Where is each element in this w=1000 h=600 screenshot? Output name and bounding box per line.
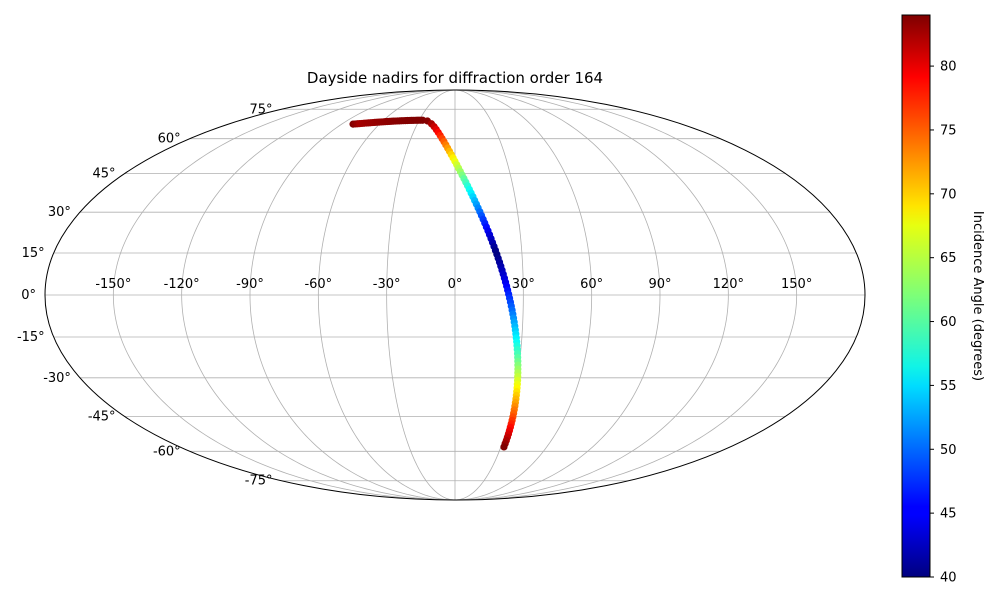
x-tick-label: -90° xyxy=(236,277,264,292)
y-tick-label: -60° xyxy=(153,444,181,459)
colorbar-tick-label: 75 xyxy=(940,123,957,138)
y-tick-label: 60° xyxy=(158,132,181,147)
colorbar-tick-label: 70 xyxy=(940,187,957,202)
x-tick-label: 30° xyxy=(512,277,535,292)
x-tick-label: -150° xyxy=(95,277,131,292)
colorbar-ticks: 40 45 50 55 60 65 70 75 80 xyxy=(930,60,957,586)
colorbar-tick-label: 45 xyxy=(940,507,957,522)
nadir-point xyxy=(500,443,508,451)
x-tick-label: 150° xyxy=(781,277,812,292)
x-tick-label: 0° xyxy=(448,277,463,292)
longitude-tick-labels: -150° -120° -90° -60° -30° 0° 30° 60° 90° 120° 150… xyxy=(95,277,812,292)
latitude-tick-labels: -75° -60° -45° -30° -15° 0° 15° 30° 45° 60° 75° xyxy=(17,102,273,488)
x-tick-label: 120° xyxy=(713,277,744,292)
y-tick-label: -30° xyxy=(43,371,71,386)
y-tick-label: 0° xyxy=(21,288,36,303)
colorbar-tick-label: 50 xyxy=(940,443,957,458)
x-tick-label: -30° xyxy=(373,277,401,292)
nadir-points xyxy=(349,116,522,451)
map-boundary xyxy=(44,89,866,501)
colorbar-label: Incidence Angle (degrees) xyxy=(970,211,985,381)
y-tick-label: 30° xyxy=(48,205,71,220)
colorbar xyxy=(901,14,931,578)
y-tick-label: 75° xyxy=(249,102,272,117)
y-tick-label: -75° xyxy=(245,474,273,489)
colorbar-tick-label: 55 xyxy=(940,379,957,394)
chart-title: Dayside nadirs for diffraction order 164 xyxy=(307,69,603,87)
y-tick-label: 45° xyxy=(93,167,116,182)
colorbar-tick-label: 40 xyxy=(940,571,957,586)
x-tick-label: -60° xyxy=(304,277,332,292)
colorbar-tick-label: 60 xyxy=(940,315,957,330)
grid-parallels xyxy=(45,108,865,482)
y-tick-label: 15° xyxy=(22,246,45,261)
x-tick-label: 90° xyxy=(648,277,671,292)
x-tick-label: -120° xyxy=(164,277,200,292)
x-tick-label: 60° xyxy=(580,277,603,292)
colorbar-tick-label: 65 xyxy=(940,251,957,266)
y-tick-label: -15° xyxy=(17,330,45,345)
y-tick-label: -45° xyxy=(88,409,116,424)
colorbar-tick-label: 80 xyxy=(940,60,957,75)
